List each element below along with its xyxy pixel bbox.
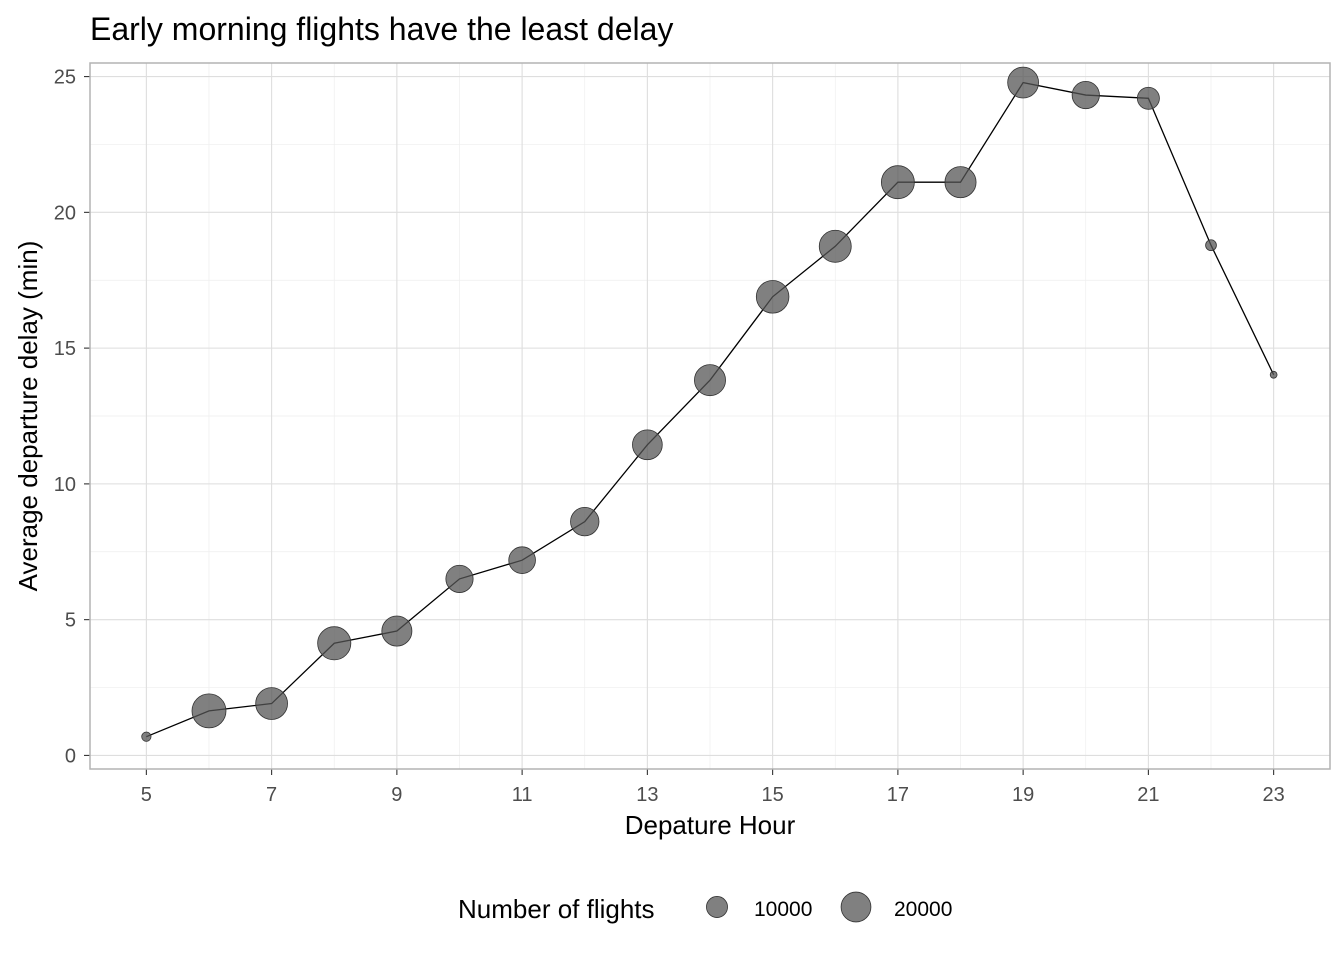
data-point bbox=[1136, 86, 1160, 110]
y-tick-label: 5 bbox=[65, 610, 76, 632]
data-point bbox=[818, 229, 852, 263]
plot-panel-border bbox=[89, 62, 1331, 770]
delay-points bbox=[141, 66, 1278, 742]
y-tick-label: 0 bbox=[65, 745, 76, 767]
data-point bbox=[1269, 370, 1278, 379]
data-point bbox=[694, 364, 726, 397]
data-point bbox=[141, 731, 152, 742]
x-tick-label: 11 bbox=[512, 784, 533, 806]
legend-label-20000: 20000 bbox=[894, 898, 952, 921]
y-axis-title: Average departure delay (min) bbox=[13, 241, 43, 592]
x-tick-label: 17 bbox=[887, 784, 909, 806]
axis-ticks bbox=[84, 76, 1275, 775]
chart-title: Early morning flights have the least del… bbox=[90, 11, 673, 47]
data-point bbox=[1007, 66, 1039, 99]
legend-title: Number of flights bbox=[458, 894, 655, 924]
legend-key-10000 bbox=[706, 896, 728, 918]
size-legend: Number of flights 10000 20000 bbox=[458, 891, 952, 924]
x-axis-title: Depature Hour bbox=[625, 810, 796, 840]
data-point bbox=[570, 506, 600, 537]
y-tick-label: 15 bbox=[54, 338, 76, 360]
legend-label-10000: 10000 bbox=[754, 898, 812, 921]
data-point bbox=[317, 626, 352, 661]
data-point bbox=[508, 546, 536, 574]
grid-minor-lines bbox=[90, 63, 1330, 769]
y-tick-label: 20 bbox=[54, 202, 76, 224]
data-point bbox=[1205, 239, 1217, 252]
data-point bbox=[255, 687, 288, 720]
x-tick-label: 13 bbox=[636, 784, 658, 806]
data-point bbox=[632, 429, 663, 461]
data-point bbox=[445, 564, 474, 593]
data-point bbox=[1071, 80, 1100, 110]
data-point bbox=[880, 165, 915, 200]
x-tick-label: 23 bbox=[1263, 784, 1285, 806]
data-point bbox=[755, 280, 790, 314]
x-tick-label: 21 bbox=[1137, 784, 1159, 806]
data-point bbox=[191, 693, 227, 729]
y-tick-label: 10 bbox=[54, 474, 76, 496]
y-tick-label: 25 bbox=[54, 67, 76, 89]
grid-major-lines bbox=[90, 63, 1330, 769]
axis-tick-labels: 5 7 9 11 13 15 17 19 21 23 0 5 10 15 20 25 bbox=[54, 67, 1285, 806]
x-tick-label: 9 bbox=[391, 784, 402, 806]
x-tick-label: 7 bbox=[266, 784, 277, 806]
data-point bbox=[944, 166, 977, 199]
x-tick-label: 5 bbox=[141, 784, 152, 806]
data-point bbox=[381, 615, 413, 647]
legend-key-20000 bbox=[840, 891, 872, 923]
x-tick-label: 19 bbox=[1012, 784, 1034, 806]
x-tick-label: 15 bbox=[762, 784, 784, 806]
